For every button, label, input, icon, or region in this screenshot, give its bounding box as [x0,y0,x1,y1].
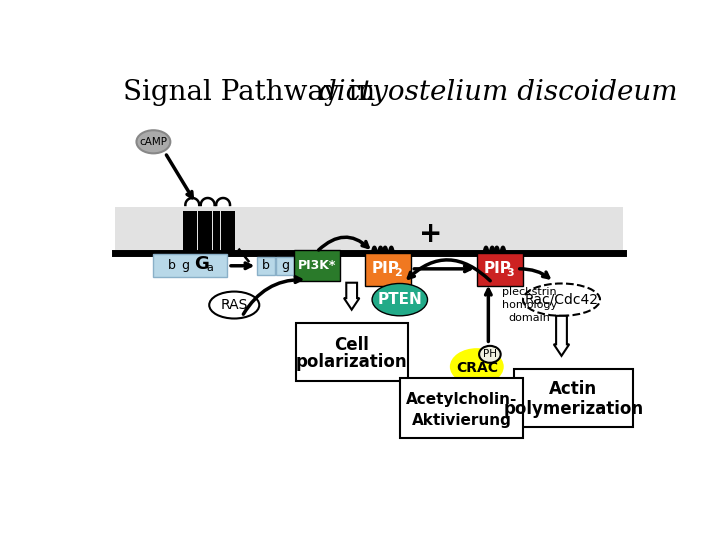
Text: Acetylcholin-: Acetylcholin- [405,392,517,407]
Text: Aktivierung: Aktivierung [411,413,511,428]
Text: pleckstrin
homology
domain: pleckstrin homology domain [502,287,557,323]
Text: G: G [194,255,210,273]
Bar [220,211,228,251]
Bar [190,211,197,251]
Text: CRAC: CRAC [456,361,498,375]
Ellipse shape [479,346,500,363]
Ellipse shape [372,284,428,316]
Ellipse shape [523,284,600,316]
Bar [514,369,633,427]
Text: dictyostelium discoideum: dictyostelium discoideum [319,79,678,106]
Text: b: b [168,259,176,272]
Bar [213,211,220,251]
Text: PI3K*: PI3K* [297,259,336,272]
Text: polarization: polarization [296,353,408,371]
Text: b: b [262,259,270,272]
Text: RAS: RAS [220,298,248,312]
FancyBboxPatch shape [276,256,294,275]
Text: cAMP: cAMP [140,137,167,147]
Ellipse shape [210,292,259,319]
Text: Cell: Cell [334,336,369,354]
FancyBboxPatch shape [294,251,340,281]
Text: 2: 2 [395,268,402,278]
Ellipse shape [450,348,504,385]
Text: PIP: PIP [484,261,511,276]
Bar [115,207,623,253]
Text: 3: 3 [506,268,514,278]
Bar [205,211,212,251]
FancyBboxPatch shape [477,253,523,286]
Bar [228,211,235,251]
Text: PIP: PIP [372,261,400,276]
Ellipse shape [137,130,171,153]
Text: a: a [206,263,213,273]
FancyBboxPatch shape [256,256,275,275]
Text: g: g [281,259,289,272]
Text: PH: PH [483,349,497,359]
FancyBboxPatch shape [153,254,228,278]
Bar [400,378,523,438]
Text: polymerization: polymerization [503,400,644,418]
Text: Signal Pathway in: Signal Pathway in [122,79,384,106]
Bar [198,211,204,251]
Text: +: + [419,220,442,248]
Bar [296,323,408,381]
FancyBboxPatch shape [365,253,411,286]
FancyArrow shape [554,316,570,356]
Bar [183,211,189,251]
Text: Actin: Actin [549,380,598,398]
Text: Rac/Cdc42: Rac/Cdc42 [524,293,598,307]
Text: g: g [181,259,190,272]
FancyArrow shape [344,283,359,309]
Text: PTEN: PTEN [377,292,422,307]
